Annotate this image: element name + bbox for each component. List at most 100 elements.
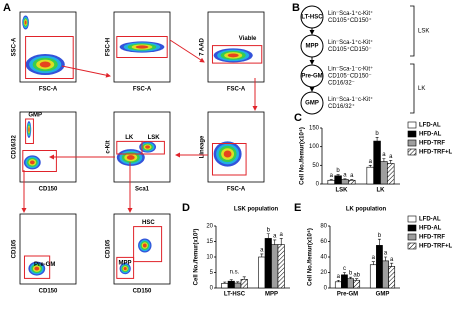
gate [211,45,263,64]
error-bar [279,238,283,245]
arrow [61,65,111,78]
marker-text: Lin⁻Sca-1⁻c-Kit⁺ [328,96,373,103]
x-tick-label: LK [377,188,386,194]
bar [334,175,342,185]
significance-letter: b [267,227,271,233]
flow-plot: LK LSK Sca1 c-Kit [106,111,171,193]
error-bar [384,256,388,261]
density-blob [29,160,35,165]
error-bar [242,276,246,280]
legend-swatch [407,215,417,223]
significance-letter: a [369,159,373,165]
x-axis-label: FSC-A [133,87,152,93]
bar [234,282,242,289]
y-tick-label: 60 [320,239,327,245]
gate-label: Viable [239,36,257,42]
gate [133,226,163,263]
y-tick-label: 10 [206,255,213,261]
node-label: LT-HSC [301,15,323,21]
y-tick-label: 0 [316,182,320,188]
density-blob [123,267,127,271]
density-blob [145,145,150,149]
legend-swatch [407,242,417,250]
error-bar [223,281,227,284]
flow-plot: FSC-A Lineage [200,111,265,193]
marker-text: CD16/32⁻ [328,81,355,87]
y-tick-label: 50 [312,163,319,169]
marker-text: CD105⁺CD150⁻ [328,46,372,53]
marker-text: CD16/32⁺ [328,103,355,110]
marker-text: Lin⁻Sca-1⁺c-Kit⁺ [328,39,373,46]
error-bar [368,165,372,168]
marker-text: CD105⁻CD150⁻ [328,74,372,80]
x-axis-label: CD150 [39,187,58,193]
x-tick-label: MPP [265,292,278,298]
y-axis-label: CD105 [106,239,112,258]
significance-letter: a [384,251,388,257]
gate-label: GMP [28,112,42,118]
bar [353,279,361,289]
significance-letter: a [343,172,347,178]
significance-letter: a [260,247,264,253]
legend-label: HFD-TRF [419,235,445,241]
y-axis-label: FSC-H [106,38,112,56]
x-axis-label: FSC-A [227,87,246,93]
significance-letter: b [336,168,340,174]
bar [348,179,356,185]
chart-title: LSK population [234,207,279,213]
x-tick-label: GMP [376,292,390,298]
error-bar [336,174,340,176]
legend-swatch [407,130,417,138]
gate [25,118,34,144]
bar [376,245,383,289]
significance-letter: a [273,234,277,240]
error-bar [343,178,347,180]
gate [116,256,135,279]
error-bar [371,261,375,265]
significance-letter: ab [353,272,360,278]
legend-swatch [407,148,417,156]
gate [116,36,168,58]
y-axis-label: CD105 [12,239,18,258]
error-bar [382,158,386,162]
panel-label: B [292,2,300,14]
node [300,91,324,115]
legend-swatch [407,224,417,232]
error-bar [377,238,381,246]
bar [388,265,396,289]
density-blob [227,53,239,58]
error-bar [355,278,359,281]
error-bar [349,276,353,279]
plot-frame [207,11,265,83]
bar [366,166,374,185]
y-axis-label: SSC-A [12,37,18,56]
chart-title: LK population [346,207,387,213]
flow-panel: FSC-A SSC-A FSC-A FSC-H Viable FSC-A 7 AAD GMP C… [12,11,265,295]
bar [271,244,279,289]
legend-label: HFD-AL [419,226,442,232]
bar [264,238,272,289]
density-blob [135,45,149,49]
panel-label: D [182,202,190,214]
y-axis-label: Cell No./femur(x10⁴) [300,127,306,185]
y-tick-label: 15 [206,239,213,245]
error-bar [350,179,354,181]
legend-swatch [407,233,417,241]
error-bar [342,272,346,275]
significance-letter: a [389,154,393,160]
panel-label: C [294,112,302,124]
density-blob [39,61,51,68]
gate [22,150,57,172]
bar [258,256,266,289]
gate [211,143,247,176]
significance-letter: a [350,173,354,179]
error-bar [329,179,333,181]
x-tick-label: LSK [336,188,349,194]
y-tick-label: 0 [324,286,328,292]
y-axis-label: Cell No./femur(x10³) [193,229,200,286]
flow-plot: MPP HSC CD150 CD105 [106,213,171,295]
error-bar [229,279,233,282]
arrow [169,39,205,63]
y-tick-label: 100 [309,144,320,150]
